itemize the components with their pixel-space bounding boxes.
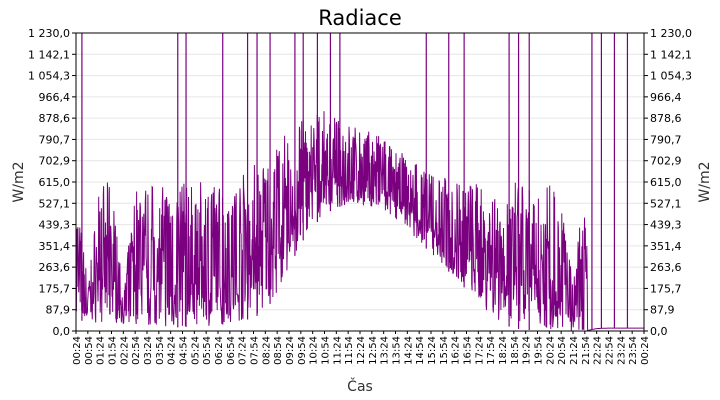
y-tick-label-right: 351,4 xyxy=(650,240,682,253)
x-tick-label: 14:24 xyxy=(403,336,414,365)
x-tick-label: 00:54 xyxy=(84,336,95,365)
y-tick-label-left: 351,4 xyxy=(39,240,71,253)
x-tick-label: 01:24 xyxy=(96,336,107,365)
x-axis-ticks: 00:24 00:54 01:24 01:54 02:24 02:54 03:24 03:54… xyxy=(72,331,651,365)
x-tick-label: 11:54 xyxy=(344,336,355,365)
x-tick-label: 16:54 xyxy=(463,336,474,365)
y-tick-label-left: 527,1 xyxy=(39,197,71,210)
x-tick-label: 00:24 xyxy=(72,336,83,365)
x-tick-label: 11:24 xyxy=(332,336,343,365)
y-tick-label-left: 263,6 xyxy=(39,261,71,274)
x-tick-label: 10:24 xyxy=(309,336,320,365)
y-tick-label-left: 1 230,0 xyxy=(28,27,70,40)
y-tick-label-right: 0,0 xyxy=(650,325,668,338)
x-tick-label: 05:54 xyxy=(202,336,213,365)
y-axis-label-right: W/m2 xyxy=(697,161,713,202)
x-tick-label: 00:24 xyxy=(640,336,651,365)
x-axis-label: Čas xyxy=(347,377,373,395)
x-tick-label: 10:54 xyxy=(321,336,332,365)
y-tick-label-left: 87,9 xyxy=(46,304,71,317)
x-tick-label: 23:54 xyxy=(628,336,639,365)
x-tick-label: 18:24 xyxy=(498,336,509,365)
y-tick-label-left: 439,3 xyxy=(39,219,71,232)
series-radiation xyxy=(75,33,644,331)
x-tick-label: 02:24 xyxy=(119,336,130,365)
x-tick-label: 04:54 xyxy=(179,336,190,365)
x-tick-label: 06:24 xyxy=(214,336,225,365)
x-tick-label: 14:54 xyxy=(415,336,426,365)
x-tick-label: 13:24 xyxy=(380,336,391,365)
y-tick-label-right: 263,6 xyxy=(650,261,682,274)
y-tick-label-right: 1 142,1 xyxy=(650,48,692,61)
x-tick-label: 19:24 xyxy=(522,336,533,365)
x-tick-label: 09:54 xyxy=(297,336,308,365)
x-tick-label: 23:24 xyxy=(616,336,627,365)
y-tick-label-left: 615,0 xyxy=(39,176,71,189)
x-tick-label: 17:54 xyxy=(486,336,497,365)
x-tick-label: 22:24 xyxy=(593,336,604,365)
y-tick-label-left: 966,4 xyxy=(39,91,71,104)
x-tick-label: 07:54 xyxy=(250,336,261,365)
x-tick-label: 12:54 xyxy=(368,336,379,365)
x-tick-label: 22:54 xyxy=(605,336,616,365)
radiation-trace xyxy=(75,111,644,331)
x-tick-label: 20:54 xyxy=(557,336,568,365)
x-tick-label: 06:54 xyxy=(226,336,237,365)
y-tick-label-right: 878,6 xyxy=(650,112,682,125)
y-tick-label-right: 702,9 xyxy=(650,155,682,168)
x-tick-label: 09:24 xyxy=(285,336,296,365)
y-axis-right-ticks: 0,0 87,9 175,7 263,6 351,4 439,3 527,1 615,0 702… xyxy=(644,27,692,338)
y-tick-label-right: 1 054,3 xyxy=(650,70,692,83)
x-tick-label: 03:24 xyxy=(143,336,154,365)
x-tick-label: 05:24 xyxy=(190,336,201,365)
x-tick-label: 19:54 xyxy=(534,336,545,365)
x-tick-label: 17:24 xyxy=(474,336,485,365)
y-tick-label-left: 175,7 xyxy=(39,282,71,295)
x-tick-label: 18:54 xyxy=(510,336,521,365)
y-tick-label-right: 175,7 xyxy=(650,282,682,295)
y-tick-label-right: 527,1 xyxy=(650,197,682,210)
y-tick-label-left: 878,6 xyxy=(39,112,71,125)
y-axis-label-left: W/m2 xyxy=(11,161,27,202)
y-tick-label-left: 790,7 xyxy=(39,133,71,146)
y-tick-label-left: 702,9 xyxy=(39,155,71,168)
y-axis-left-ticks: 0,0 87,9 175,7 263,6 351,4 439,3 527,1 615,0 702… xyxy=(28,27,76,338)
y-tick-label-left: 1 142,1 xyxy=(28,48,70,61)
y-tick-label-right: 966,4 xyxy=(650,91,682,104)
x-tick-label: 15:24 xyxy=(427,336,438,365)
x-tick-label: 16:24 xyxy=(451,336,462,365)
x-tick-label: 08:24 xyxy=(261,336,272,365)
x-tick-label: 12:24 xyxy=(356,336,367,365)
y-tick-label-right: 439,3 xyxy=(650,219,682,232)
x-tick-label: 21:24 xyxy=(569,336,580,365)
y-tick-label-left: 1 054,3 xyxy=(28,70,70,83)
x-tick-label: 21:54 xyxy=(581,336,592,365)
x-tick-label: 02:54 xyxy=(131,336,142,365)
y-tick-label-right: 87,9 xyxy=(650,304,675,317)
y-tick-label-right: 1 230,0 xyxy=(650,27,692,40)
chart-title: Radiace xyxy=(318,6,402,30)
x-tick-label: 07:24 xyxy=(238,336,249,365)
x-tick-label: 03:54 xyxy=(155,336,166,365)
x-tick-label: 04:24 xyxy=(167,336,178,365)
x-tick-label: 08:54 xyxy=(273,336,284,365)
x-tick-label: 20:24 xyxy=(545,336,556,365)
y-tick-label-left: 0,0 xyxy=(53,325,71,338)
x-tick-label: 13:54 xyxy=(392,336,403,365)
y-tick-label-right: 615,0 xyxy=(650,176,682,189)
x-tick-label: 01:54 xyxy=(108,336,119,365)
y-tick-label-right: 790,7 xyxy=(650,133,682,146)
x-tick-label: 15:54 xyxy=(439,336,450,365)
